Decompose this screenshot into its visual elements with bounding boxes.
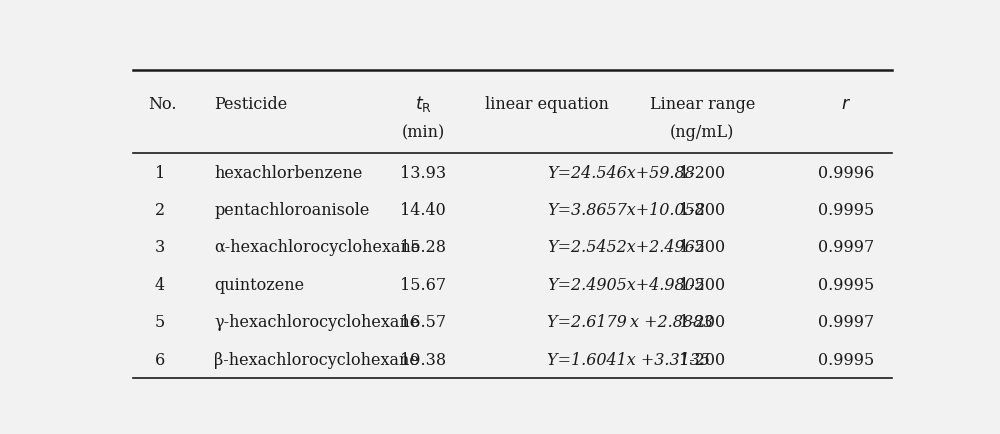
Text: Linear range: Linear range	[650, 95, 755, 112]
Text: pentachloroanisole: pentachloroanisole	[214, 201, 370, 218]
Text: Y=2.4905x+4.9805: Y=2.4905x+4.9805	[547, 276, 705, 293]
Text: 0.9997: 0.9997	[818, 313, 874, 330]
Text: 0.9995: 0.9995	[818, 201, 874, 218]
Text: 1-200: 1-200	[679, 313, 725, 330]
Text: linear equation: linear equation	[485, 95, 609, 112]
Text: Pesticide: Pesticide	[214, 95, 287, 112]
Text: 2: 2	[155, 201, 165, 218]
Text: 1: 1	[155, 164, 165, 181]
Text: 4: 4	[155, 276, 165, 293]
Text: 0.9995: 0.9995	[818, 276, 874, 293]
Text: 15.67: 15.67	[400, 276, 446, 293]
Text: 0.9996: 0.9996	[818, 164, 874, 181]
Text: No.: No.	[148, 95, 177, 112]
Text: 1-200: 1-200	[679, 351, 725, 368]
Text: γ-hexachlorocyclohexane: γ-hexachlorocyclohexane	[214, 313, 419, 330]
Text: 0.9997: 0.9997	[818, 239, 874, 256]
Text: 16.57: 16.57	[400, 313, 446, 330]
Text: 1-200: 1-200	[679, 239, 725, 256]
Text: Y=1.6041x +3.3135: Y=1.6041x +3.3135	[547, 351, 710, 368]
Text: 19.38: 19.38	[400, 351, 446, 368]
Text: Y=2.6179 x +2.8883: Y=2.6179 x +2.8883	[547, 313, 714, 330]
Text: $r$: $r$	[841, 95, 851, 112]
Text: (ng/mL): (ng/mL)	[670, 124, 735, 141]
Text: 1-200: 1-200	[679, 201, 725, 218]
Text: β-hexachlorocyclohexane: β-hexachlorocyclohexane	[214, 351, 419, 368]
Text: α-hexachlorocyclohexane: α-hexachlorocyclohexane	[214, 239, 420, 256]
Text: (min): (min)	[402, 124, 445, 141]
Text: hexachlorbenzene: hexachlorbenzene	[214, 164, 362, 181]
Text: Y=24.546x+59.88: Y=24.546x+59.88	[547, 164, 695, 181]
Text: 13.93: 13.93	[400, 164, 446, 181]
Text: 1-200: 1-200	[679, 276, 725, 293]
Text: 14.40: 14.40	[400, 201, 446, 218]
Text: $t_{\rm R}$: $t_{\rm R}$	[415, 94, 432, 114]
Text: Y=2.5452x+2.4965: Y=2.5452x+2.4965	[547, 239, 705, 256]
Text: 6: 6	[155, 351, 165, 368]
Text: 15.28: 15.28	[400, 239, 446, 256]
Text: 5: 5	[155, 313, 165, 330]
Text: quintozene: quintozene	[214, 276, 304, 293]
Text: Y=3.8657x+10.058: Y=3.8657x+10.058	[547, 201, 705, 218]
Text: 1-200: 1-200	[679, 164, 725, 181]
Text: 0.9995: 0.9995	[818, 351, 874, 368]
Text: 3: 3	[155, 239, 165, 256]
